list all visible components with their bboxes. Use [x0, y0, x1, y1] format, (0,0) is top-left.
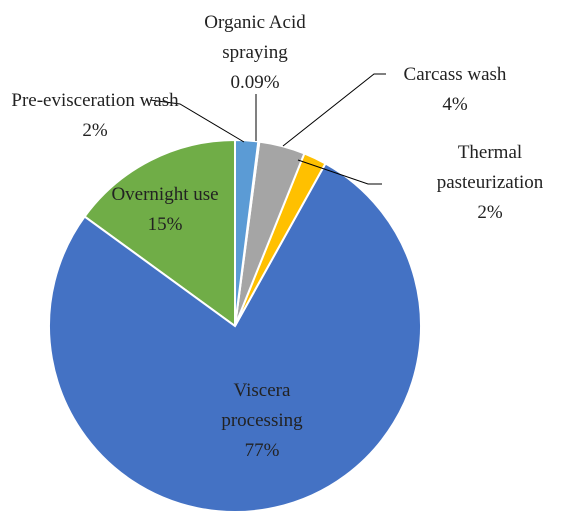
- value-label: 4%: [442, 94, 468, 115]
- category-name: Organic Acid spraying: [204, 12, 306, 63]
- leader-line: [149, 99, 245, 143]
- slice-label: Organic Acid spraying 0.09%: [185, 8, 325, 98]
- value-label: 15%: [147, 214, 183, 235]
- category-name: Viscera processing: [221, 380, 303, 431]
- category-name: Overnight use: [111, 184, 219, 205]
- leader-line: [297, 159, 382, 185]
- slice: [83, 138, 236, 328]
- value-label: 0.09%: [230, 72, 280, 93]
- leader-lines: [149, 73, 386, 185]
- leader-line: [282, 73, 386, 147]
- category-name: Thermal pasteurization: [436, 142, 544, 193]
- value-label: 77%: [244, 440, 280, 461]
- slice-label: Pre-evisceration wash 2%: [10, 86, 180, 146]
- slice-label: Viscera processing 77%: [192, 376, 332, 466]
- slice: [48, 162, 422, 512]
- slice: [234, 138, 260, 327]
- category-name: Carcass wash: [403, 64, 507, 85]
- slice-label: Overnight use 15%: [100, 180, 230, 240]
- slice-label: Carcass wash 4%: [395, 60, 515, 120]
- value-label: 2%: [82, 120, 108, 141]
- slice-label: Thermal pasteurization 2%: [420, 138, 560, 228]
- value-label: 2%: [477, 202, 503, 223]
- category-name: Pre-evisceration wash: [11, 90, 179, 111]
